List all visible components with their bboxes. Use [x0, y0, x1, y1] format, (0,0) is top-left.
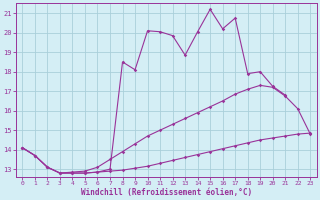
- X-axis label: Windchill (Refroidissement éolien,°C): Windchill (Refroidissement éolien,°C): [81, 188, 252, 197]
